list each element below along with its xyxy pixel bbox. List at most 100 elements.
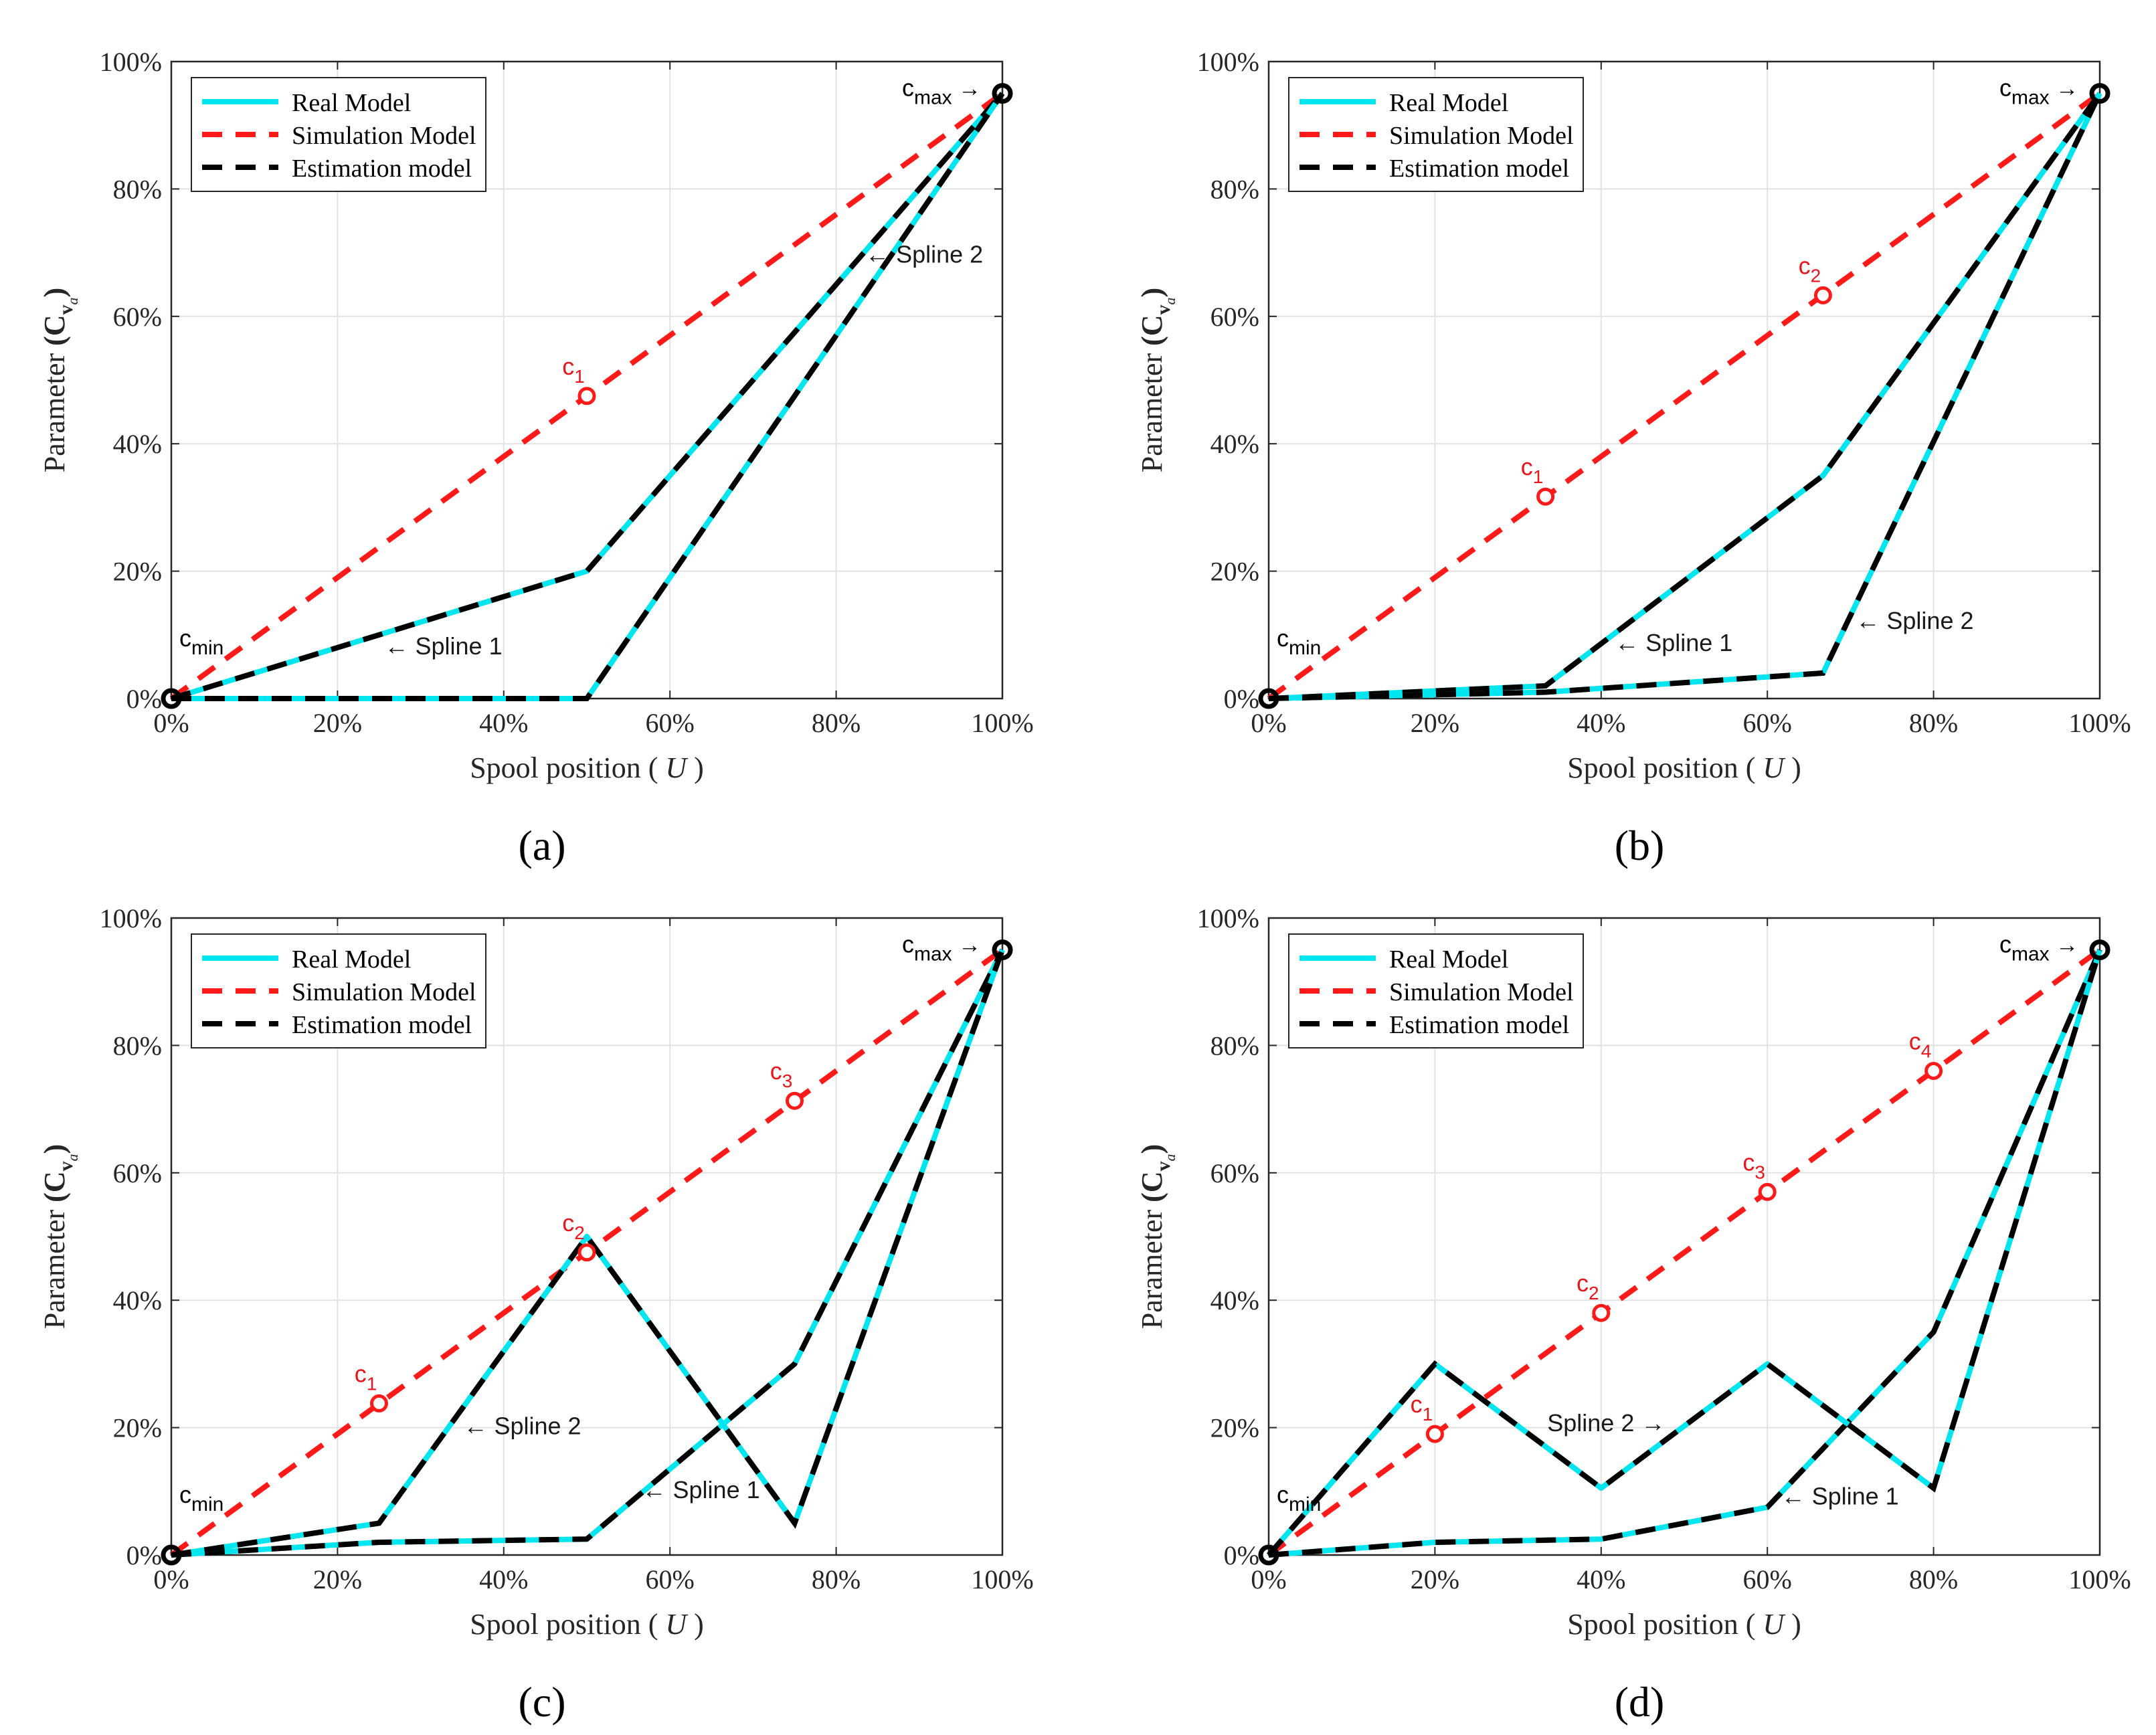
knot-point-c1 (577, 387, 596, 405)
c-min-marker (161, 688, 182, 709)
y-tick-label: 20% (1210, 557, 1259, 587)
x-tick-label: 0% (153, 1564, 189, 1594)
x-tick-label: 60% (1743, 1564, 1792, 1594)
knot-point-c1 (1425, 1425, 1444, 1443)
knot-point-c3 (786, 1091, 804, 1110)
x-axis-label: Spool position ( U ) (1567, 1608, 1801, 1641)
c-max-marker (2089, 939, 2110, 961)
knot-label-c2: c2 (1577, 1269, 1599, 1303)
x-tick-label: 40% (479, 1564, 528, 1594)
panel-label: (d) (1615, 1678, 1665, 1726)
y-tick-label: 80% (1210, 174, 1259, 204)
legend-label-simulation: Simulation Model (1389, 978, 1574, 1006)
x-tick-label: 80% (812, 1564, 861, 1594)
x-tick-label: 80% (1909, 1564, 1958, 1594)
estimation-model-line-spline-2 (171, 949, 1005, 1558)
c-max-marker (992, 83, 1013, 104)
legend: Real Model Simulation Model Estimation mod… (191, 77, 486, 192)
chart-panel-1: 0% 20% 40% 60% 80% 100% 0% 20% 40% 60% 80% 100% Spoo… (38, 47, 1034, 869)
legend-label-estimation: Estimation model (1389, 1011, 1569, 1039)
knot-label-c1: c1 (562, 353, 585, 387)
x-tick-label: 60% (646, 708, 695, 738)
estimation-model-line-spline-2 (1266, 949, 2102, 1557)
c-min-label: cmin (1277, 1481, 1321, 1516)
x-tick-label: 20% (1411, 1564, 1459, 1594)
y-tick-label: 100% (100, 903, 162, 933)
legend: Real Model Simulation Model Estimation mod… (1288, 933, 1584, 1048)
y-tick-label: 40% (1210, 429, 1259, 459)
legend-label-real: Real Model (292, 89, 411, 117)
x-tick-label: 100% (2068, 708, 2131, 738)
c-min-label: cmin (179, 1481, 223, 1516)
y-axis-label: Parameter (Cva) (38, 288, 81, 472)
knot-label-c2: c2 (562, 1209, 585, 1243)
axes-box (170, 917, 1004, 1556)
knot-label-c1: c1 (1411, 1390, 1433, 1425)
c-min-label: cmin (179, 624, 223, 659)
y-tick-label: 0% (1224, 684, 1259, 714)
x-tick-label: 0% (153, 708, 189, 738)
annotation-spline-1: ← Spline 1 (385, 632, 503, 660)
knot-label-c1: c1 (355, 1360, 377, 1394)
chart-panel-2: 0% 20% 40% 60% 80% 100% 0% 20% 40% 60% 80% 100% Spoo… (1136, 47, 2131, 869)
panel-label: (c) (518, 1678, 565, 1726)
x-tick-label: 0% (1251, 1564, 1286, 1594)
annotation-spline-2: ← Spline 2 (1856, 607, 1973, 634)
y-axis-label: Parameter (Cva) (38, 1144, 81, 1329)
x-tick-label: 100% (2068, 1564, 2131, 1594)
annotation-spline-2: Spline 2 → (1547, 1409, 1665, 1437)
estimation-model-line-spline-1 (171, 948, 1005, 1558)
c-max-label: cmax → (902, 931, 981, 966)
c-max-marker (992, 939, 1013, 961)
c-max-marker (2089, 83, 2110, 104)
x-tick-label: 20% (1411, 708, 1459, 738)
annotation-spline-2: ← Spline 2 (463, 1412, 581, 1440)
simulation-model-line (1267, 947, 2102, 1558)
c-min-label: cmin (1277, 624, 1321, 659)
knot-label-c2: c2 (1799, 252, 1821, 286)
y-tick-label: 0% (126, 684, 162, 714)
legend: Real Model Simulation Model Estimation mod… (1288, 77, 1584, 192)
y-tick-label: 60% (1210, 1158, 1259, 1188)
chart-panel-4: 0% 20% 40% 60% 80% 100% 0% 20% 40% 60% 80% 100% Spoo… (1136, 903, 2131, 1726)
x-tick-label: 60% (1743, 708, 1792, 738)
legend-label-simulation: Simulation Model (292, 122, 476, 150)
y-tick-label: 80% (113, 1030, 162, 1061)
legend-label-estimation: Estimation model (292, 1011, 472, 1039)
y-tick-label: 40% (113, 429, 162, 459)
y-tick-label: 0% (1224, 1540, 1259, 1570)
knot-point-c2 (1592, 1303, 1611, 1322)
x-tick-label: 40% (1577, 708, 1625, 738)
x-axis-label: Spool position ( U ) (470, 751, 704, 784)
y-tick-label: 20% (113, 1413, 162, 1443)
y-tick-label: 20% (1210, 1413, 1259, 1443)
panel-label: (a) (518, 822, 565, 869)
legend-label-estimation: Estimation model (292, 155, 472, 183)
annotation-spline-1: ← Spline 1 (642, 1476, 760, 1503)
x-tick-label: 20% (313, 1564, 362, 1594)
legend: Real Model Simulation Model Estimation mod… (191, 933, 486, 1048)
x-tick-label: 0% (1251, 708, 1286, 738)
y-tick-label: 40% (1210, 1285, 1259, 1315)
x-tick-label: 100% (971, 708, 1033, 738)
x-axis-label: Spool position ( U ) (1567, 751, 1801, 784)
c-min-marker (161, 1544, 182, 1566)
knot-point-c2 (1813, 286, 1832, 304)
y-axis-label: Parameter (Cva) (1136, 288, 1178, 472)
x-tick-label: 100% (971, 1564, 1033, 1594)
c-max-label: cmax → (902, 74, 981, 109)
y-tick-label: 60% (1210, 302, 1259, 332)
c-min-marker (1258, 688, 1279, 709)
knot-point-c4 (1924, 1061, 1943, 1080)
axes-box (1267, 917, 2101, 1556)
x-tick-label: 40% (479, 708, 528, 738)
annotation-spline-1: ← Spline 1 (1781, 1482, 1899, 1510)
y-tick-label: 40% (113, 1285, 162, 1315)
estimation-model-line-spline-1 (1268, 92, 2102, 701)
estimation-model-line-spline-1 (1268, 949, 2102, 1558)
y-axis-label: Parameter (Cva) (1136, 1144, 1178, 1329)
x-axis-label: Spool position ( U ) (470, 1608, 704, 1641)
estimation-model-line-spline-2 (1268, 92, 2102, 701)
x-tick-label: 60% (646, 1564, 695, 1594)
